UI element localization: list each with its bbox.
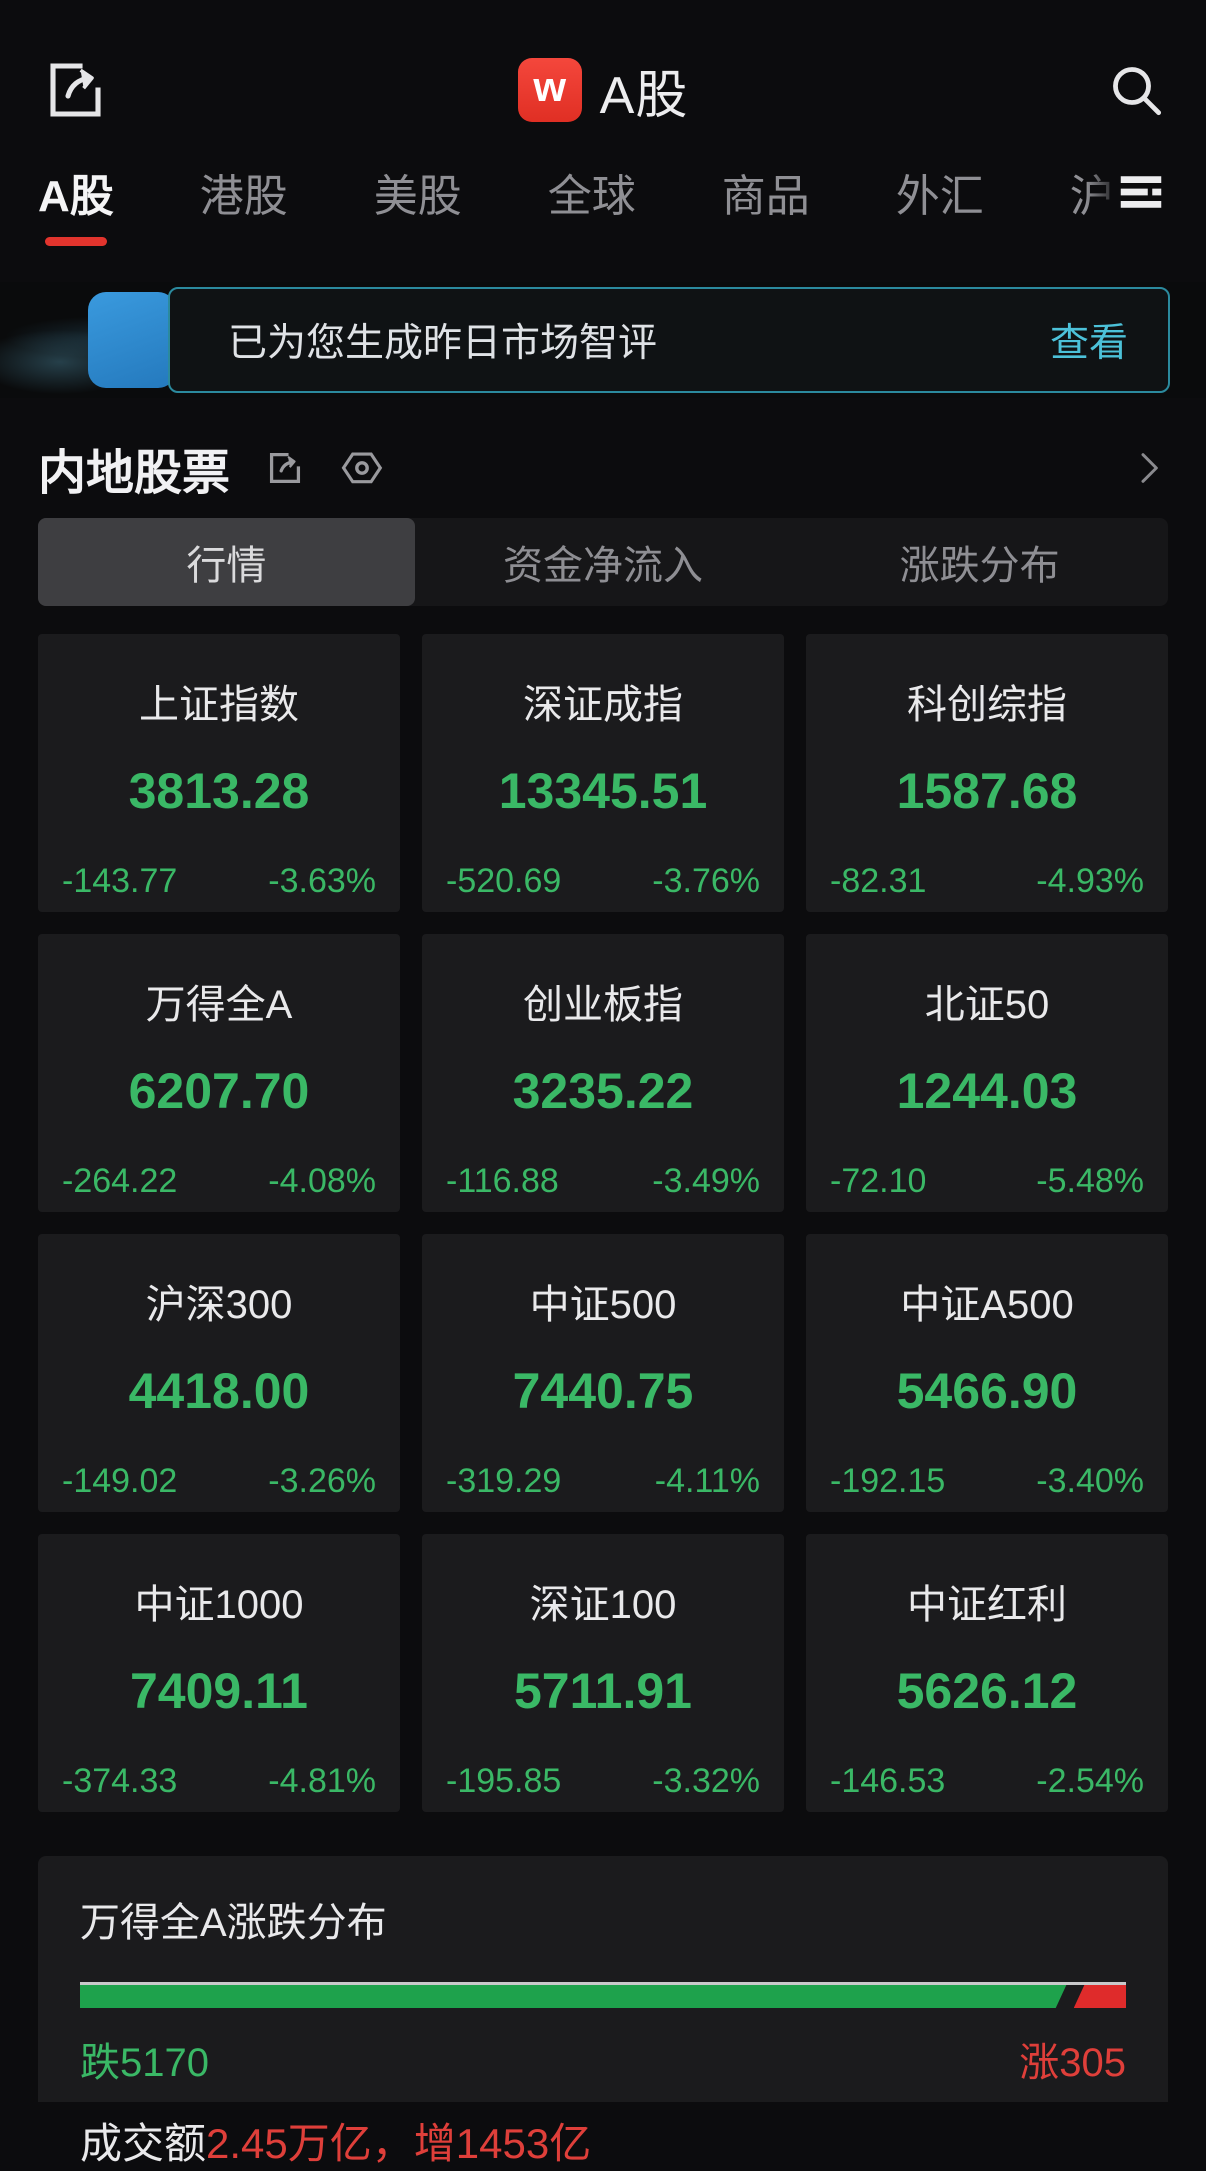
index-card-grid: 上证指数 3813.28 -143.77 -3.63% 深证成指 13345.5… [38,634,1168,1812]
index-card[interactable]: 上证指数 3813.28 -143.77 -3.63% [38,634,400,912]
subtab-net-inflow[interactable]: 资金净流入 [503,544,703,588]
index-pct: -3.40% [1036,1462,1144,1500]
index-name: 科创综指 [907,683,1067,727]
subtab-quotes[interactable]: 行情 [38,518,415,606]
index-pct: -3.63% [268,862,376,900]
index-value: 7409.11 [130,1663,308,1719]
tab-forex[interactable]: 外汇 [895,172,984,221]
index-name: 万得全A [145,983,293,1027]
index-value: 6207.70 [128,1063,310,1119]
updown-distribution-panel: 万得全A涨跌分布 跌5170 涨305 成交额2.45万亿，增1453亿 [38,1856,1168,2167]
updown-bar [80,1982,1126,2008]
index-pct: -4.08% [268,1162,376,1200]
index-card[interactable]: 深证成指 13345.51 -520.69 -3.76% [422,634,784,912]
index-card[interactable]: 创业板指 3235.22 -116.88 -3.49% [422,934,784,1212]
index-card[interactable]: 中证500 7440.75 -319.29 -4.11% [422,1234,784,1512]
index-pct: -3.76% [652,862,760,900]
index-card[interactable]: 中证1000 7409.11 -374.33 -4.81% [38,1534,400,1812]
index-name: 中证红利 [907,1583,1067,1627]
banner-view-link[interactable]: 查看 [1049,322,1128,365]
tab-a-shares[interactable]: A股 [38,160,114,224]
banner-blue-cube [88,292,176,388]
tab-hk[interactable]: 港股 [199,172,288,221]
index-card[interactable]: 科创综指 1587.68 -82.31 -4.93% [806,634,1168,912]
index-pct: -2.54% [1036,1762,1144,1800]
share-small-icon[interactable] [262,445,308,491]
index-card[interactable]: 中证A500 5466.90 -192.15 -3.40% [806,1234,1168,1512]
down-count-label: 跌5170 [80,2041,209,2085]
index-name: 中证1000 [134,1583,304,1627]
index-change: -374.33 [62,1762,178,1800]
index-pct: -3.32% [652,1762,760,1800]
index-card[interactable]: 沪深300 4418.00 -149.02 -3.26% [38,1234,400,1512]
chevron-right-icon[interactable] [1128,448,1168,488]
up-count-label: 涨305 [1019,2041,1126,2085]
up-bar [1073,1982,1126,2008]
page-title: A股 [599,66,689,125]
index-name: 沪深300 [145,1283,293,1327]
turnover-line: 成交额2.45万亿，增1453亿 [80,2110,1126,2171]
mainland-stocks-section-header[interactable]: 内地股票 [0,432,1206,504]
index-card[interactable]: 北证50 1244.03 -72.10 -5.48% [806,934,1168,1212]
index-name: 深证100 [529,1583,677,1627]
index-value: 1587.68 [896,763,1078,819]
section-title: 内地股票 [38,447,231,500]
index-name: 北证50 [924,983,1050,1027]
banner-message: 已为您生成昨日市场智评 [228,322,658,365]
turnover-value: 2.45万亿，增1453亿 [206,2120,592,2167]
index-name: 深证成指 [523,683,683,727]
index-pct: -4.93% [1036,862,1144,900]
index-value: 4418.00 [128,1363,310,1419]
index-card[interactable]: 深证100 5711.91 -195.85 -3.32% [422,1534,784,1812]
index-change: -192.15 [830,1462,946,1500]
index-change: -82.31 [830,862,927,900]
index-change: -520.69 [446,862,562,900]
index-name: 创业板指 [523,983,683,1027]
tab-global[interactable]: 全球 [547,172,636,221]
index-change: -264.22 [62,1162,178,1200]
tab-commodity[interactable]: 商品 [721,172,810,221]
index-name: 中证500 [529,1283,677,1327]
index-change: -72.10 [830,1162,927,1200]
index-value: 5466.90 [896,1363,1078,1419]
index-change: -149.02 [62,1462,178,1500]
more-tabs-icon[interactable] [1114,165,1168,219]
subtab-updown-distribution[interactable]: 涨跌分布 [899,544,1060,588]
index-value: 7440.75 [512,1363,694,1419]
index-card[interactable]: 万得全A 6207.70 -264.22 -4.08% [38,934,400,1212]
compass-icon[interactable] [338,444,386,492]
distribution-title: 万得全A涨跌分布 [80,1901,387,1945]
index-change: -146.53 [830,1762,946,1800]
share-icon[interactable] [38,54,118,126]
index-pct: -4.81% [268,1762,376,1800]
index-value: 13345.51 [498,763,708,819]
down-bar [80,1982,1068,2008]
index-value: 5711.91 [514,1663,692,1719]
app-header: w A股 [0,0,1206,150]
index-pct: -3.49% [652,1162,760,1200]
index-value: 5626.12 [896,1663,1078,1719]
index-name: 中证A500 [900,1283,1074,1327]
ai-review-banner[interactable]: 已为您生成昨日市场智评 查看 [168,287,1170,393]
index-pct: -5.48% [1036,1162,1144,1200]
market-nav: A股 港股 美股 全球 商品 外汇 沪 [0,150,1206,254]
index-change: -319.29 [446,1462,562,1500]
index-change: -143.77 [62,862,178,900]
ai-review-strip: 已为您生成昨日市场智评 查看 [0,282,1206,398]
tab-us[interactable]: 美股 [373,172,462,221]
index-pct: -3.26% [268,1462,376,1500]
view-switcher: 行情 资金净流入 涨跌分布 [38,518,1168,606]
search-icon[interactable] [1104,58,1168,122]
index-change: -116.88 [446,1162,559,1200]
turnover-prefix: 成交额 [80,2120,207,2167]
index-name: 上证指数 [139,683,299,727]
index-value: 3235.22 [512,1063,694,1119]
index-change: -195.85 [446,1762,562,1800]
index-value: 1244.03 [896,1063,1078,1119]
index-value: 3813.28 [128,763,310,819]
wind-logo: w [517,58,582,122]
index-card[interactable]: 中证红利 5626.12 -146.53 -2.54% [806,1534,1168,1812]
index-pct: -4.11% [654,1462,760,1500]
